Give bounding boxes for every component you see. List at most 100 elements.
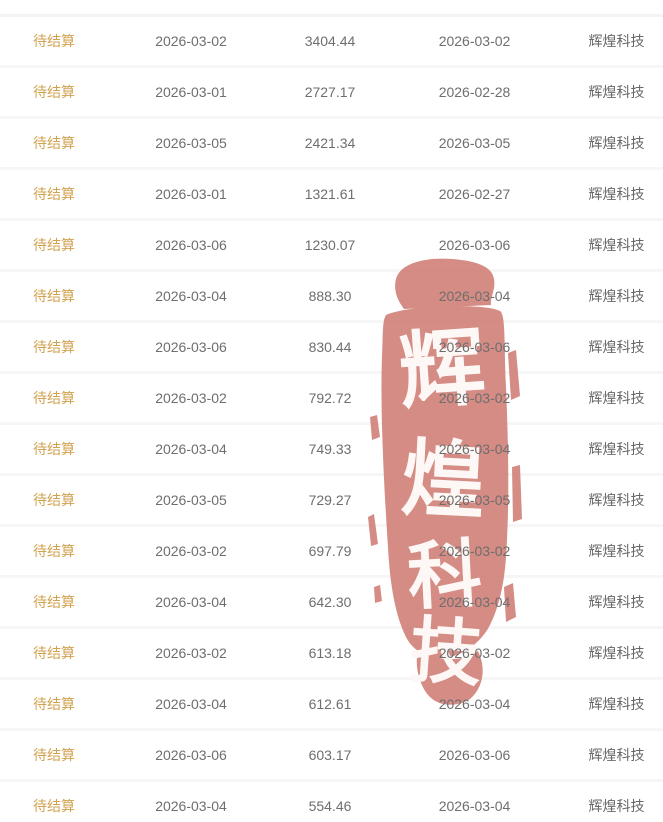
amount-cell: 2727.17: [304, 84, 356, 100]
date-1-cell: 2026-03-04: [155, 288, 227, 304]
company-cell: 辉煌科技: [588, 696, 645, 712]
amount-cell: 3404.44: [304, 33, 356, 49]
settlement-table: 待结算 2026-03-02 3404.44 2026-03-02 辉煌科技 待…: [0, 17, 663, 822]
status-badge: 待结算: [33, 798, 75, 814]
date-2-cell: 2026-03-06: [438, 339, 511, 355]
amount-cell: 830.44: [308, 339, 352, 355]
row-divider: [0, 14, 663, 17]
status-badge: 待结算: [33, 390, 75, 406]
status-badge: 待结算: [33, 645, 75, 661]
date-2-cell: 2026-03-04: [438, 696, 511, 712]
company-cell: 辉煌科技: [588, 33, 645, 49]
date-2-cell: 2026-03-02: [438, 645, 511, 661]
date-1-cell: 2026-03-02: [155, 33, 227, 49]
amount-cell: 642.30: [308, 594, 352, 610]
date-1-cell: 2026-03-06: [155, 339, 227, 355]
table-row[interactable]: 待结算 2026-03-04 612.61 2026-03-04 辉煌科技: [0, 680, 663, 731]
company-cell: 辉煌科技: [588, 135, 645, 151]
table-row[interactable]: 待结算 2026-03-02 697.79 2026-03-02 辉煌科技: [0, 527, 663, 578]
table-row[interactable]: 待结算 2026-03-04 642.30 2026-03-04 辉煌科技: [0, 578, 663, 629]
table-row[interactable]: 待结算 2026-03-05 729.27 2026-03-05 辉煌科技: [0, 476, 663, 527]
status-badge: 待结算: [33, 33, 75, 49]
company-cell: 辉煌科技: [588, 747, 645, 763]
date-2-cell: 2026-03-04: [438, 798, 511, 814]
top-partial-row: [0, 0, 663, 14]
company-cell: 辉煌科技: [588, 594, 645, 610]
table-row[interactable]: 待结算 2026-03-06 603.17 2026-03-06 辉煌科技: [0, 731, 663, 782]
date-2-cell: 2026-03-04: [438, 288, 511, 304]
date-1-cell: 2026-03-04: [155, 696, 227, 712]
amount-cell: 888.30: [308, 288, 352, 304]
amount-cell: 613.18: [308, 645, 352, 661]
company-cell: 辉煌科技: [588, 543, 645, 559]
date-1-cell: 2026-03-04: [155, 798, 227, 814]
date-2-cell: 2026-03-04: [438, 441, 511, 457]
status-badge: 待结算: [33, 594, 75, 610]
table-row[interactable]: 待结算 2026-03-02 613.18 2026-03-02 辉煌科技: [0, 629, 663, 680]
date-2-cell: 2026-03-05: [438, 492, 511, 508]
date-2-cell: 2026-03-06: [438, 747, 511, 763]
company-cell: 辉煌科技: [588, 798, 645, 814]
company-cell: 辉煌科技: [588, 288, 645, 304]
table-row[interactable]: 待结算 2026-03-02 3404.44 2026-03-02 辉煌科技: [0, 17, 663, 68]
status-badge: 待结算: [33, 135, 75, 151]
company-cell: 辉煌科技: [588, 441, 645, 457]
status-badge: 待结算: [33, 288, 75, 304]
status-badge: 待结算: [33, 339, 75, 355]
date-2-cell: 2026-03-02: [438, 33, 511, 49]
company-cell: 辉煌科技: [588, 492, 645, 508]
status-badge: 待结算: [33, 441, 75, 457]
status-badge: 待结算: [33, 492, 75, 508]
date-2-cell: 2026-03-02: [438, 543, 511, 559]
amount-cell: 2421.34: [304, 135, 356, 151]
company-cell: 辉煌科技: [588, 84, 645, 100]
status-badge: 待结算: [33, 747, 75, 763]
amount-cell: 1230.07: [304, 237, 356, 253]
status-badge: 待结算: [33, 696, 75, 712]
date-1-cell: 2026-03-06: [155, 237, 227, 253]
table-row[interactable]: 待结算 2026-03-06 830.44 2026-03-06 辉煌科技: [0, 323, 663, 374]
table-row[interactable]: 待结算 2026-03-02 792.72 2026-03-02 辉煌科技: [0, 374, 663, 425]
table-row[interactable]: 待结算 2026-03-04 749.33 2026-03-04 辉煌科技: [0, 425, 663, 476]
amount-cell: 729.27: [308, 492, 352, 508]
date-2-cell: 2026-02-27: [438, 186, 511, 202]
table-row[interactable]: 待结算 2026-03-01 2727.17 2026-02-28 辉煌科技: [0, 68, 663, 119]
company-cell: 辉煌科技: [588, 645, 645, 661]
date-1-cell: 2026-03-02: [155, 645, 227, 661]
date-1-cell: 2026-03-04: [155, 594, 227, 610]
date-1-cell: 2026-03-05: [155, 135, 227, 151]
date-2-cell: 2026-03-06: [438, 237, 511, 253]
date-2-cell: 2026-03-02: [438, 390, 511, 406]
date-1-cell: 2026-03-06: [155, 747, 227, 763]
status-badge: 待结算: [33, 186, 75, 202]
date-2-cell: 2026-03-04: [438, 594, 511, 610]
amount-cell: 792.72: [308, 390, 352, 406]
table-row[interactable]: 待结算 2026-03-04 554.46 2026-03-04 辉煌科技: [0, 782, 663, 822]
date-1-cell: 2026-03-02: [155, 390, 227, 406]
status-badge: 待结算: [33, 84, 75, 100]
table-row[interactable]: 待结算 2026-03-04 888.30 2026-03-04 辉煌科技: [0, 272, 663, 323]
company-cell: 辉煌科技: [588, 339, 645, 355]
amount-cell: 612.61: [308, 696, 352, 712]
table-row[interactable]: 待结算 2026-03-06 1230.07 2026-03-06 辉煌科技: [0, 221, 663, 272]
company-cell: 辉煌科技: [588, 390, 645, 406]
status-badge: 待结算: [33, 543, 75, 559]
date-1-cell: 2026-03-01: [155, 84, 227, 100]
date-1-cell: 2026-03-02: [155, 543, 227, 559]
company-cell: 辉煌科技: [588, 237, 645, 253]
date-1-cell: 2026-03-04: [155, 441, 227, 457]
amount-cell: 1321.61: [304, 186, 356, 202]
date-2-cell: 2026-02-28: [438, 84, 511, 100]
amount-cell: 554.46: [308, 798, 352, 814]
amount-cell: 749.33: [308, 441, 352, 457]
table-row[interactable]: 待结算 2026-03-01 1321.61 2026-02-27 辉煌科技: [0, 170, 663, 221]
company-cell: 辉煌科技: [588, 186, 645, 202]
amount-cell: 603.17: [308, 747, 352, 763]
date-2-cell: 2026-03-05: [438, 135, 511, 151]
amount-cell: 697.79: [308, 543, 352, 559]
date-1-cell: 2026-03-05: [155, 492, 227, 508]
date-1-cell: 2026-03-01: [155, 186, 227, 202]
table-row[interactable]: 待结算 2026-03-05 2421.34 2026-03-05 辉煌科技: [0, 119, 663, 170]
status-badge: 待结算: [33, 237, 75, 253]
